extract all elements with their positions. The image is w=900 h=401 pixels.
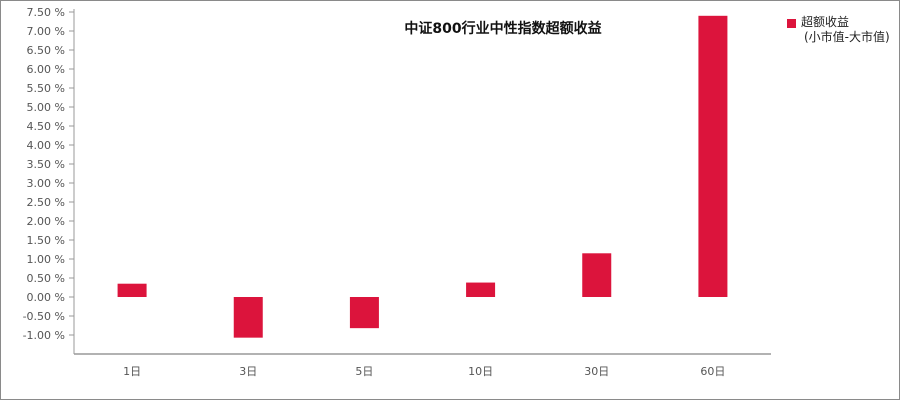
legend-swatch [787,19,796,28]
y-tick-label: 6.00 % [27,63,65,76]
y-tick-label: -1.00 % [23,329,65,342]
y-tick-label: 2.50 % [27,196,65,209]
x-tick-label: 30日 [584,365,609,378]
y-tick-label: 0.00 % [27,291,65,304]
y-tick-label: 5.00 % [27,101,65,114]
legend-label-line2: (小市值-大市值) [804,29,890,44]
x-tick-label: 1日 [123,365,141,378]
x-axis: 1日 3日 5日 10日 30日 60日 [74,354,771,378]
y-tick-label: 4.00 % [27,139,65,152]
bar [234,297,263,338]
y-tick-label: 1.00 % [27,253,65,266]
x-tick-label: 5日 [355,365,373,378]
x-tick-label: 3日 [239,365,257,378]
y-tick-label: 7.00 % [27,25,65,38]
y-tick-label: 7.50 % [27,6,65,19]
legend-label: 超额收益 [801,14,849,29]
bars [118,16,728,338]
x-tick-label: 10日 [468,365,493,378]
y-tick-label: 3.50 % [27,158,65,171]
y-tick-label: 2.00 % [27,215,65,228]
chart-title: 中证800行业中性指数超额收益 [404,20,601,37]
bar [698,16,727,297]
y-axis: 7.50 % 7.00 % 6.50 % 6.00 % 5.50 % 5.00 % 4.50… [23,6,74,354]
y-tick-label: 5.50 % [27,82,65,95]
bar [118,284,147,297]
bar [350,297,379,328]
x-tick-label: 60日 [700,365,725,378]
legend: 超额收益 (小市值-大市值) [787,14,890,44]
y-tick-label: 1.50 % [27,234,65,247]
y-tick-label: 0.50 % [27,272,65,285]
bar [582,253,611,297]
y-tick-label: 6.50 % [27,44,65,57]
y-tick-label: 3.00 % [27,177,65,190]
y-tick-label: 4.50 % [27,120,65,133]
y-tick-label: -0.50 % [23,310,65,323]
bar [466,283,495,297]
